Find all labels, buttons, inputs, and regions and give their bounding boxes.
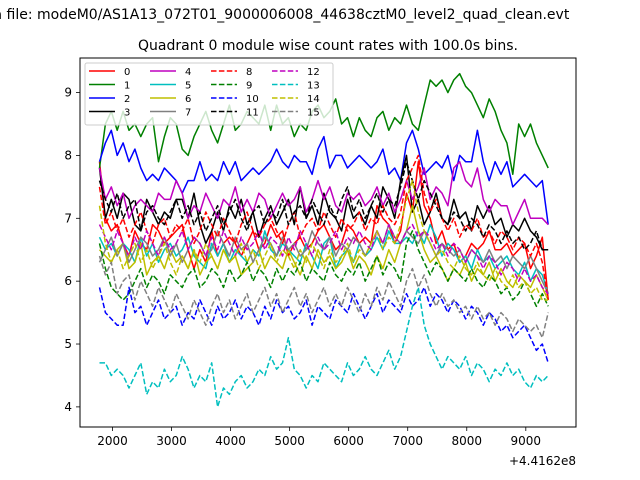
legend-label-1: 1	[124, 81, 130, 92]
y-tick-label: 6	[64, 274, 72, 288]
x-tick-label: 4000	[215, 434, 246, 448]
legend-label-2: 2	[124, 94, 130, 105]
x-tick-label: 8000	[451, 434, 482, 448]
legend-label-0: 0	[124, 67, 130, 78]
legend-label-4: 4	[185, 67, 191, 78]
series-line-15	[98, 255, 549, 339]
series-line-12	[98, 223, 549, 295]
legend-label-7: 7	[185, 108, 191, 119]
chart-title: Quadrant 0 module wise count rates with …	[138, 38, 518, 54]
figure-suptitle: ta file: modeM0/AS1A13_072T01_9000006008…	[0, 7, 570, 23]
x-tick-label: 3000	[156, 434, 187, 448]
series-line-10	[98, 286, 549, 364]
series-line-8	[98, 154, 549, 301]
axes-frame	[79, 57, 577, 428]
series-line-2	[98, 129, 549, 225]
legend-label-10: 10	[246, 94, 259, 105]
y-tick-label: 8	[64, 148, 72, 162]
x-tick-label: 6000	[333, 434, 364, 448]
y-tick-label: 5	[64, 337, 72, 351]
legend-label-9: 9	[246, 81, 252, 92]
series-line-13	[99, 286, 549, 408]
x-tick-label: 7000	[392, 434, 423, 448]
legend-frame	[84, 62, 334, 126]
legend-label-8: 8	[246, 67, 252, 78]
x-tick-label: 2000	[97, 434, 128, 448]
axes-layer: 2000 3000 4000 5000 6000 7000 8000 9000 4 5 6 7 8 9	[64, 57, 577, 448]
legend-label-3: 3	[124, 108, 130, 119]
legend-label-11: 11	[246, 108, 259, 119]
x-tick-label: 9000	[511, 434, 542, 448]
x-tick-label: 5000	[274, 434, 305, 448]
legend-label-6: 6	[185, 94, 191, 105]
series-line-9	[98, 230, 549, 308]
y-tick-label: 9	[64, 86, 72, 100]
series-line-6	[98, 204, 549, 301]
y-tick-label: 4	[64, 400, 72, 414]
series-line-5	[98, 223, 549, 294]
legend-label-12: 12	[307, 67, 320, 78]
x-offset-label: +4.4162e8	[509, 454, 576, 468]
y-tick-label: 7	[64, 211, 72, 225]
series-line-14	[98, 179, 549, 301]
legend-label-14: 14	[307, 94, 320, 105]
series-line-4	[98, 160, 549, 226]
legend-label-13: 13	[307, 81, 320, 92]
series-line-11	[98, 160, 549, 251]
series-line-3	[98, 154, 549, 251]
legend-label-15: 15	[307, 108, 320, 119]
legend-label-5: 5	[185, 81, 191, 92]
